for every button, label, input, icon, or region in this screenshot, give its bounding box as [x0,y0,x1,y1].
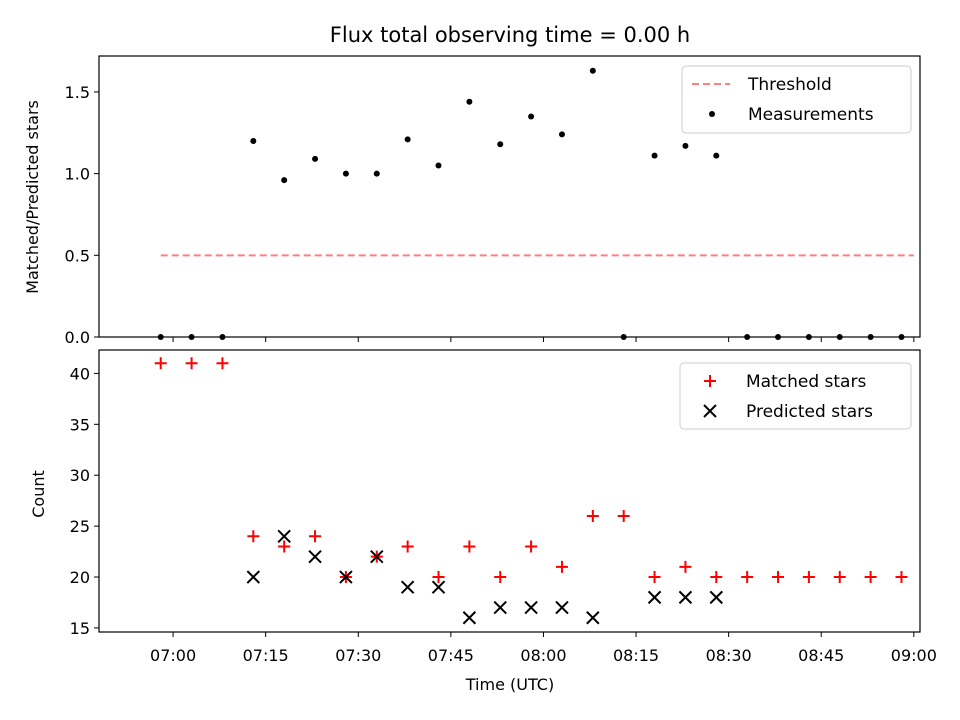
top-y-tick-label: 1.5 [65,83,90,102]
x-axis-label: Time (UTC) [465,675,554,694]
matched-star-point [247,530,260,543]
bottom-y-tick-label: 40 [70,364,90,383]
predicted-star-point [586,611,600,625]
legend-label: Threshold [747,75,832,95]
predicted-star-point [493,600,507,615]
bottom-y-tick-label: 20 [70,568,90,587]
top-legend-box [681,65,912,134]
matched-star-point [154,357,167,370]
measurement-point [589,67,596,74]
measurement-point [281,177,288,184]
matched-star-point [278,540,291,553]
predicted-star-point [400,580,415,594]
x-tick-label: 09:00 [891,646,937,665]
matched-star-point [309,530,322,543]
matched-star-point [432,571,445,584]
matched-star-point [401,540,414,553]
matched-star-point [772,571,785,584]
measurement-point [312,155,319,162]
matched-star-point [617,509,630,522]
legend-predicted-swatch [703,404,717,418]
top-y-axis-label: Matched/Predicted stars [23,100,42,294]
predicted-star-point [308,549,322,564]
predicted-star-point [462,611,477,625]
x-tick-label: 08:45 [798,646,844,665]
x-tick-label: 08:00 [520,646,566,665]
predicted-star-point [555,600,569,615]
matched-star-point [586,509,599,522]
bottom-y-tick-label: 30 [70,466,90,485]
bottom-y-tick-label: 35 [70,415,90,434]
matched-star-point [895,571,908,584]
measurement-point [558,131,565,138]
top-plot-panel: 0.0 0.5 1.0 1.5 Threshold Measurements [65,55,921,347]
matched-star-point [864,571,877,584]
measurement-point [404,136,411,143]
bottom-legend-box [679,362,912,430]
top-axes-frame [98,55,921,338]
predicted-star-point [678,590,693,605]
matched-star-point [833,571,846,584]
matched-star-point [555,560,568,573]
measurement-point [250,137,257,144]
matched-star-point [741,571,754,584]
predicted-star-point [370,549,384,564]
measurement-point [342,170,349,177]
measurement-point [373,170,380,177]
chart-title: Flux total observing time = 0.00 h [330,23,690,47]
top-y-tick-label: 0.5 [65,246,90,265]
legend-label: Measurements [748,105,874,125]
matched-star-point [648,571,661,584]
matched-star-point [525,540,538,553]
top-y-tick-label: 0.0 [65,328,90,347]
matched-star-point [679,560,692,573]
predicted-star-point [339,570,353,584]
top-y-tick-label: 1.0 [65,165,90,184]
matched-star-point [185,357,198,370]
bottom-y-tick-label: 15 [70,619,90,638]
matched-star-point [494,571,507,584]
legend-label: Predicted stars [746,402,873,422]
legend-measurement-swatch [709,111,715,117]
matched-star-point [463,540,476,553]
measurement-point [435,162,442,169]
bottom-y-tick-label: 25 [70,517,90,536]
measurement-point [713,152,720,159]
measurement-point [497,141,504,148]
x-tick-label: 07:00 [150,646,196,665]
measurement-point [466,98,473,105]
bottom-axes-frame [98,349,921,633]
predicted-star-point [431,580,446,594]
predicted-star-point [709,590,724,605]
measurement-point [682,142,689,149]
x-tick-label: 07:30 [335,646,381,665]
measurement-point [528,113,535,120]
x-tick-label: 07:45 [428,646,474,665]
bottom-plot-panel: 15 20 25 30 35 40 07:00 07:15 07:30 07:45 08:00 08:… [70,349,937,665]
x-tick-label: 08:30 [706,646,752,665]
legend-label: Matched stars [746,372,866,392]
matched-star-point [216,357,229,370]
x-tick-label: 08:15 [613,646,659,665]
measurement-point [651,152,658,159]
predicted-star-point [277,529,291,544]
matched-star-point [710,571,723,584]
legend-matched-swatch [704,375,716,387]
predicted-star-point [524,600,538,615]
bottom-y-axis-label: Count [29,470,48,518]
matched-star-point [802,571,815,584]
predicted-star-point [246,570,261,584]
predicted-star-point [647,590,662,605]
x-tick-label: 07:15 [243,646,289,665]
